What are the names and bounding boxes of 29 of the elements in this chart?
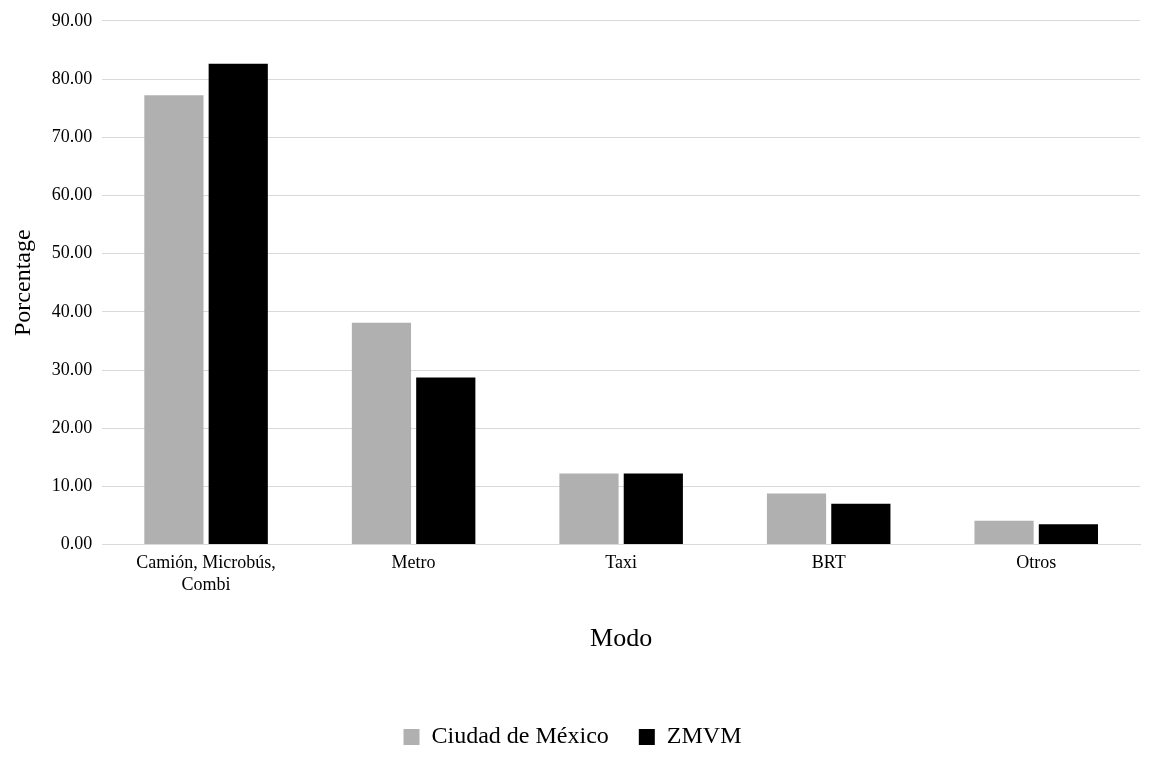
legend-label: Ciudad de México — [431, 722, 609, 749]
bar — [416, 377, 476, 545]
bar — [623, 473, 683, 545]
bar — [559, 473, 619, 545]
y-tick-label: 60.00 — [51, 184, 93, 205]
y-tick-label: 50.00 — [51, 242, 93, 263]
y-tick-label: 70.00 — [51, 125, 93, 146]
y-tick-label: 10.00 — [51, 475, 93, 496]
x-tick-label: Camión, Microbús, Combi — [136, 552, 276, 594]
y-tick-label: 40.00 — [51, 300, 93, 321]
legend-label: ZMVM — [666, 722, 742, 749]
bar — [144, 95, 204, 545]
x-axis-title: Modo — [590, 623, 653, 653]
y-tick-label: 20.00 — [51, 416, 93, 437]
x-tick-label: Taxi — [605, 552, 638, 573]
bar — [974, 520, 1034, 545]
x-tick-label: Otros — [1016, 552, 1057, 573]
bar — [351, 322, 412, 545]
x-tick-label: Metro — [391, 552, 436, 573]
y-tick-label: 30.00 — [51, 358, 93, 379]
bar — [831, 503, 891, 545]
x-tick-label: BRT — [811, 552, 846, 573]
y-tick-label: 80.00 — [51, 67, 93, 88]
bar — [208, 63, 268, 545]
bar — [766, 493, 827, 545]
y-tick-label: 0.00 — [60, 533, 93, 554]
y-axis-title: Porcentage — [8, 229, 35, 337]
bar — [1038, 524, 1098, 545]
y-tick-label: 90.00 — [51, 9, 93, 30]
